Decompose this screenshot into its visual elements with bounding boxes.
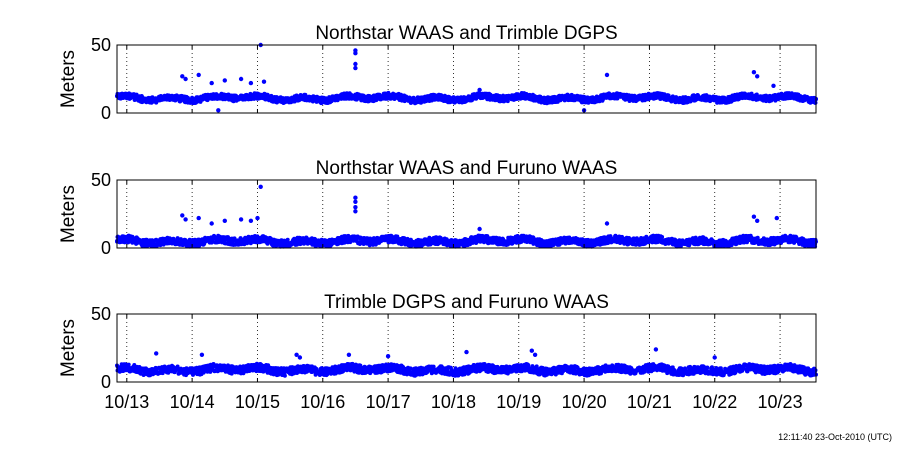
y-axis-label: Meters (58, 185, 79, 243)
data-point (660, 235, 665, 239)
data-point (226, 235, 230, 240)
axes-frame (116, 44, 817, 114)
spike-point (353, 65, 358, 71)
spike-point (477, 87, 482, 93)
data-point (175, 236, 180, 241)
data-point (126, 362, 131, 367)
spike-point (255, 215, 260, 221)
spike-point (353, 199, 358, 204)
spike-point (774, 215, 779, 221)
spike-point (771, 83, 776, 89)
data-point (175, 364, 180, 369)
data-point (678, 244, 683, 249)
y-tick-label: 0 (101, 103, 111, 123)
spike-point (196, 215, 201, 221)
spike-point (477, 226, 482, 232)
panel-title: Northstar WAAS and Furuno WAAS (316, 158, 618, 179)
spike-point (353, 205, 358, 210)
spike-point (209, 221, 214, 226)
series-points (115, 347, 818, 378)
spike-point (196, 72, 201, 78)
panels: 0 50 Northstar WAAS and Trimble DGPS Meters… (58, 23, 818, 412)
spike-point (222, 78, 227, 83)
y-tick-label: 0 (101, 238, 111, 258)
spike-point (353, 61, 358, 67)
data-point (184, 366, 189, 371)
spike-point (604, 221, 610, 226)
spike-point (751, 70, 757, 75)
axes-frame (116, 179, 817, 249)
y-tick-label: 50 (91, 35, 111, 55)
spike-point (604, 72, 610, 78)
spike-point (216, 108, 221, 113)
spike-point (751, 214, 757, 219)
series-points (115, 42, 818, 113)
spike-point (261, 79, 267, 84)
spike-point (209, 80, 214, 86)
data-point (282, 373, 287, 378)
series-points (115, 184, 818, 249)
spike-point (238, 76, 244, 82)
spike-point (248, 80, 254, 86)
spike-point (755, 218, 760, 223)
spike-point (183, 76, 188, 82)
spike-point (258, 184, 263, 189)
data-point (523, 96, 528, 101)
spike-point (180, 74, 185, 79)
spike-point (248, 218, 254, 223)
spike-point (238, 217, 244, 222)
panel-title: Northstar WAAS and Trimble DGPS (315, 23, 617, 44)
y-axis-label: Meters (58, 50, 79, 108)
data-point (252, 96, 257, 101)
spike-point (353, 195, 358, 200)
spike-point (183, 217, 188, 222)
data-point (634, 242, 638, 247)
spike-point (353, 209, 358, 214)
panel-2: 0 50 Northstar WAAS and Furuno WAAS Meters (58, 158, 818, 258)
spike-point (222, 218, 227, 223)
data-point (348, 240, 353, 245)
panel-1: 0 50 Northstar WAAS and Trimble DGPS Meters (58, 23, 818, 123)
data-point (745, 240, 749, 245)
spike-point (353, 51, 358, 56)
data-point (285, 237, 290, 242)
y-tick-label: 50 (91, 170, 111, 190)
spike-point (180, 213, 185, 218)
spike-point (755, 74, 760, 79)
data-point (132, 363, 137, 367)
